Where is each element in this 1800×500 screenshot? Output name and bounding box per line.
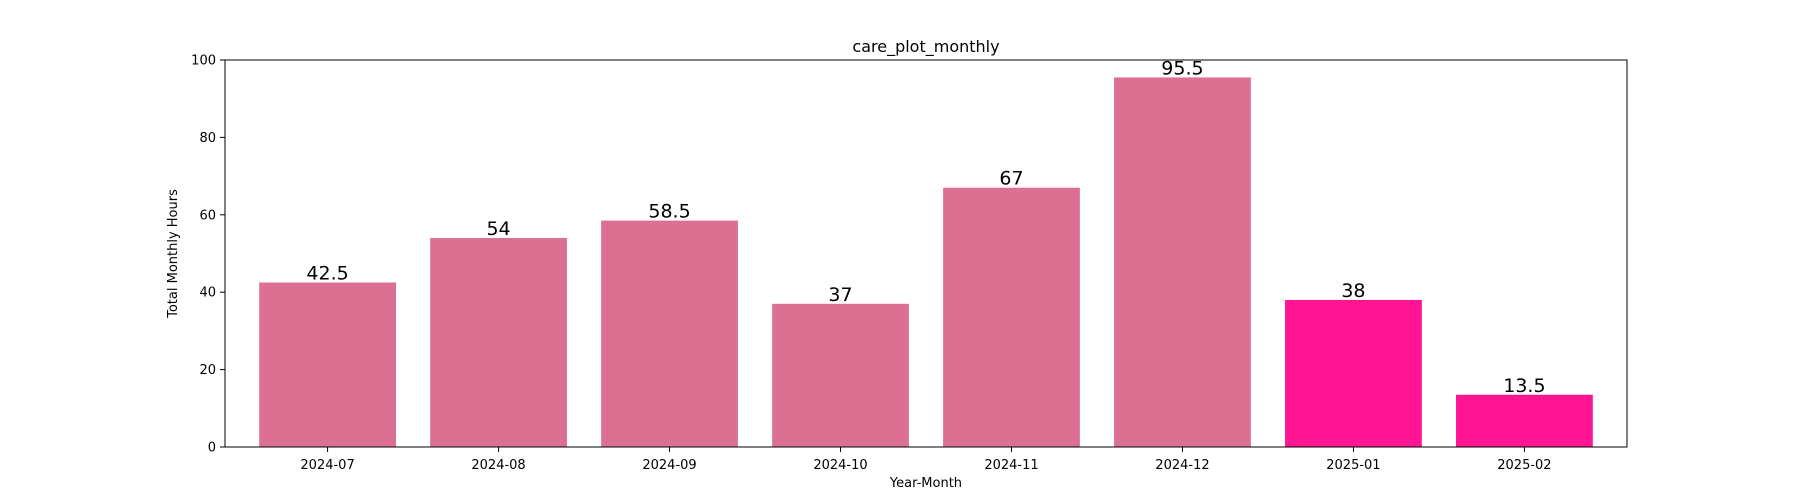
bar-value-label: 13.5 xyxy=(1503,375,1545,397)
chart-title: care_plot_monthly xyxy=(852,37,999,57)
x-tick-label: 2024-10 xyxy=(813,458,867,473)
x-tick-label: 2024-12 xyxy=(1155,458,1209,473)
bar-value-label: 37 xyxy=(828,284,852,306)
x-tick-label: 2024-09 xyxy=(642,458,696,473)
x-tick-label: 2024-11 xyxy=(984,458,1038,473)
bar xyxy=(1456,394,1593,447)
x-tick-label: 2024-07 xyxy=(300,458,354,473)
bar-value-label: 54 xyxy=(486,218,510,240)
bar xyxy=(430,238,567,447)
x-axis-label: Year-Month xyxy=(889,476,962,491)
bar xyxy=(1285,299,1422,447)
bar xyxy=(259,282,396,447)
axes-layer: 2024-07 2024-08 2024-09 2024-10 2024-11 2024-… xyxy=(191,54,1551,474)
y-tick-label: 20 xyxy=(199,363,216,378)
bar xyxy=(943,187,1080,447)
plot-frame xyxy=(224,59,1628,448)
y-tick-label: 0 xyxy=(208,441,216,456)
bar-value-label: 67 xyxy=(999,168,1023,190)
y-tick-label: 80 xyxy=(199,131,216,146)
y-axis-label: Total Monthly Hours xyxy=(166,189,181,319)
bar-value-label: 58.5 xyxy=(648,201,690,223)
bar-value-label: 95.5 xyxy=(1161,57,1203,79)
x-tick-label: 2025-02 xyxy=(1497,458,1551,473)
bar-value-label: 42.5 xyxy=(306,263,348,285)
bars-layer xyxy=(259,77,1593,447)
bar xyxy=(601,220,738,447)
bar xyxy=(772,303,909,447)
data-labels-layer: 42.5 54 58.5 37 67 95.5 38 13.5 xyxy=(306,57,1545,396)
x-tick-label: 2024-08 xyxy=(471,458,525,473)
y-tick-label: 100 xyxy=(191,54,216,69)
y-tick-label: 40 xyxy=(199,286,216,301)
y-tick-label: 60 xyxy=(199,208,216,223)
bar xyxy=(1114,77,1251,447)
x-tick-label: 2025-01 xyxy=(1326,458,1380,473)
bar-value-label: 38 xyxy=(1341,280,1365,302)
